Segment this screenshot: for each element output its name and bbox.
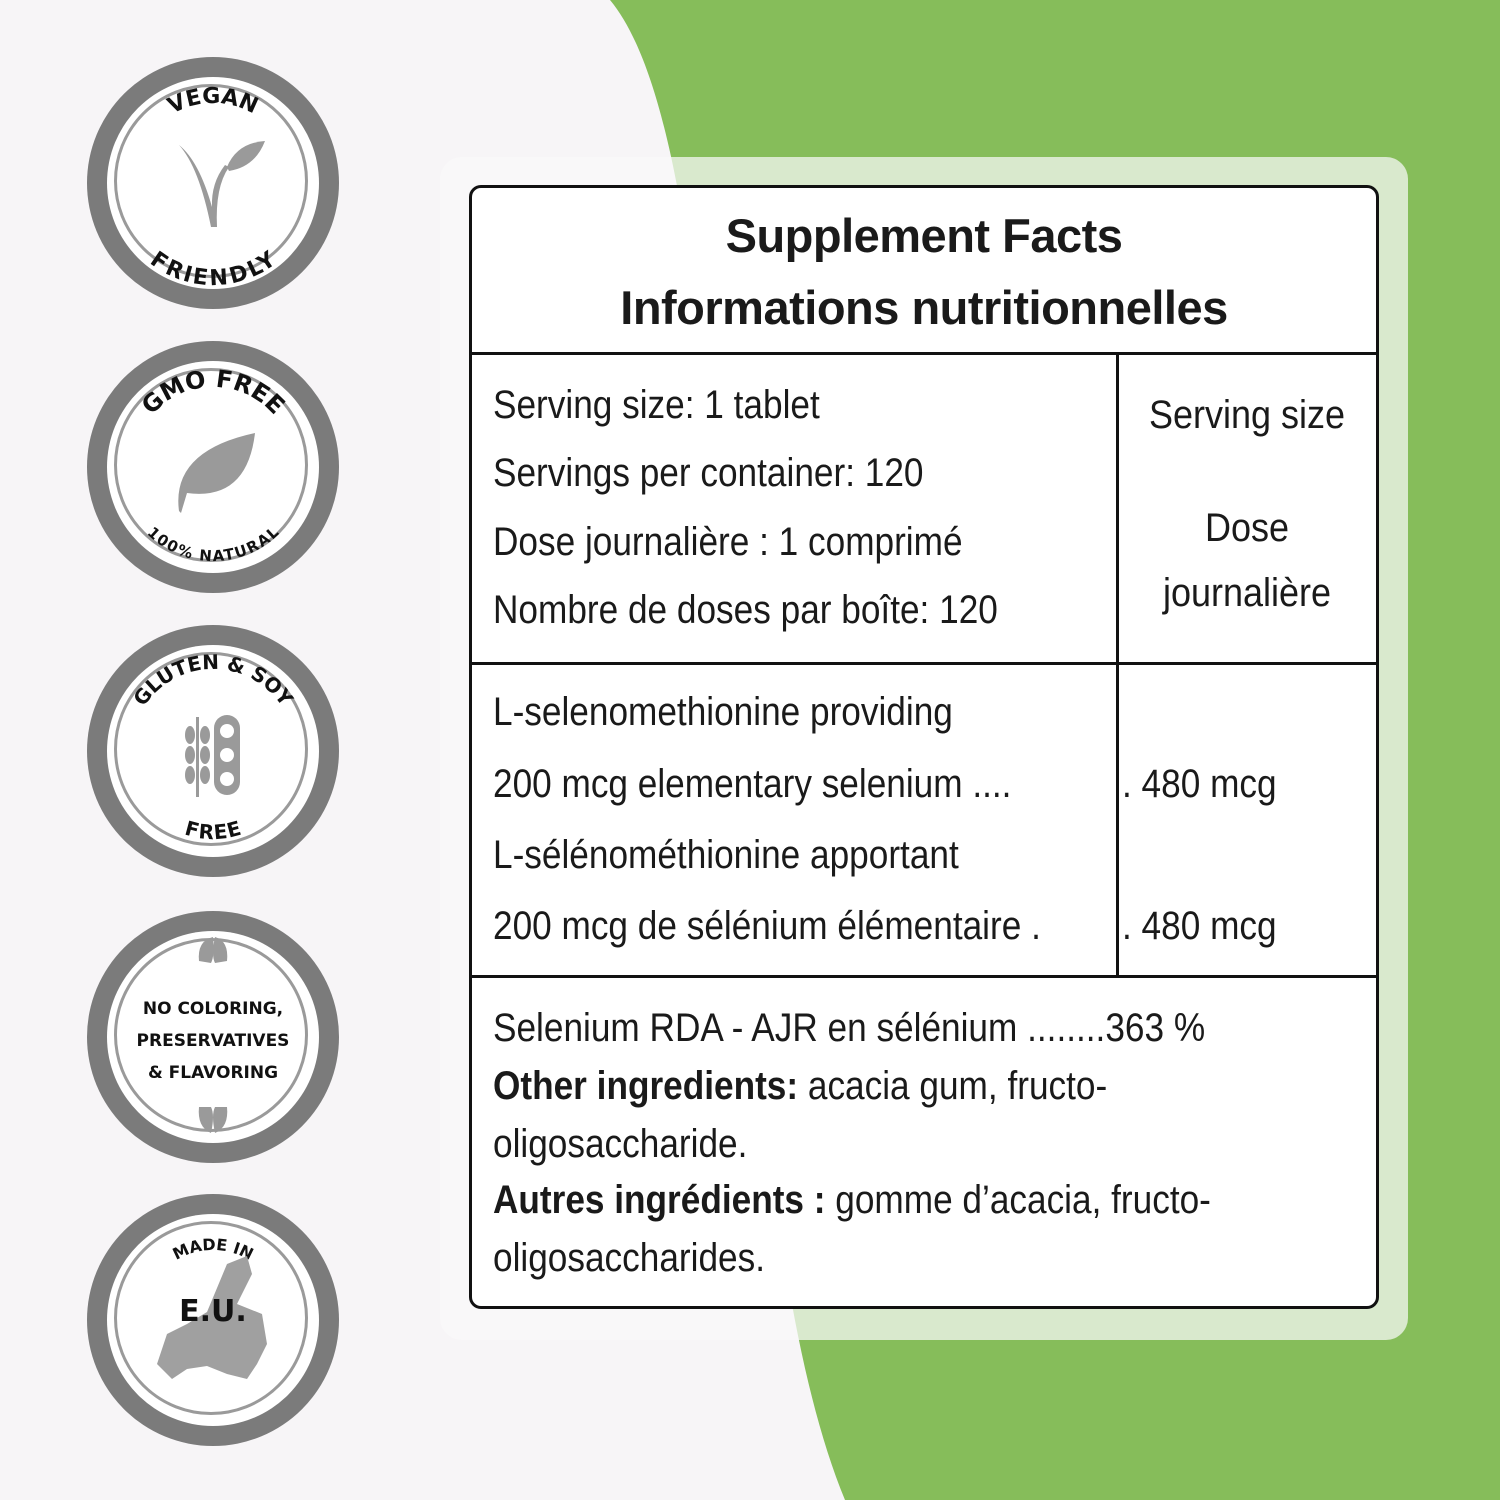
vegan-friendly-badge: VEGAN FRIENDLY <box>87 57 339 309</box>
title-en: Supplement Facts <box>725 209 1123 262</box>
serving-line: Dose journalière : 1 comprimé <box>493 520 963 564</box>
leaves-icon <box>198 937 228 1133</box>
svg-text:FRIENDLY: FRIENDLY <box>146 247 282 292</box>
ingredient-amount: . 480 mcg <box>1122 762 1277 806</box>
wheat-soy-icon <box>185 715 240 797</box>
ingredient-line: 200 mcg elementary selenium .... <box>493 762 1012 806</box>
vegan-v-leaf-icon <box>179 141 265 227</box>
svg-text:100% NATURAL: 100% NATURAL <box>144 523 283 565</box>
other-ingredients-en: Other ingredients: acacia gum, fructo- <box>493 1064 1108 1108</box>
ingredient-line: L-sélénométhionine apportant <box>493 833 959 877</box>
badge-text: NO COLORING, <box>142 999 284 1019</box>
svg-text:VEGAN: VEGAN <box>164 84 262 119</box>
serving-line: Servings per container: 120 <box>493 451 924 495</box>
svg-text:GLUTEN & SOY: GLUTEN & SOY <box>128 650 298 711</box>
europe-map-icon <box>157 1256 267 1379</box>
rda-line: Selenium RDA - AJR en sélénium ........3… <box>493 1006 1206 1050</box>
svg-text:GMO FREE: GMO FREE <box>136 365 290 420</box>
gmo-free-badge: GMO FREE 100% NATURAL <box>87 341 339 593</box>
gluten-soy-free-badge: GLUTEN & SOY FREE <box>87 625 339 877</box>
badge-text: PRESERVATIVES <box>136 1031 290 1051</box>
col-header-fr: Dose <box>1204 506 1290 550</box>
leaf-icon <box>178 433 255 513</box>
col-header-en: Serving size <box>1148 393 1346 437</box>
other-ingredients-fr-cont: oligosaccharides. <box>493 1236 765 1280</box>
other-ingredients-en-cont: oligosaccharide. <box>493 1122 748 1166</box>
serving-line: Nombre de doses par boîte: 120 <box>493 588 998 632</box>
supplement-facts-table: Supplement Facts Informations nutritionn… <box>469 185 1379 1309</box>
title-fr: Informations nutritionnelles <box>620 281 1228 334</box>
ingredient-line: 200 mcg de sélénium élémentaire . <box>493 904 1041 948</box>
ingredient-line: L-selenomethionine providing <box>493 690 953 734</box>
other-ingredients-fr: Autres ingrédients : gomme d’acacia, fru… <box>493 1178 1211 1222</box>
no-coloring-badge: NO COLORING, PRESERVATIVES & FLAVORING <box>87 911 339 1163</box>
badge-text: E.U. <box>179 1294 247 1329</box>
col-header-fr: journalière <box>1162 571 1332 615</box>
serving-line: Serving size: 1 tablet <box>493 383 820 427</box>
made-in-eu-badge: MADE IN E.U. <box>87 1194 339 1446</box>
badge-text: & FLAVORING <box>147 1063 279 1083</box>
ingredient-amount: . 480 mcg <box>1122 904 1277 948</box>
svg-text:FREE: FREE <box>182 816 243 844</box>
